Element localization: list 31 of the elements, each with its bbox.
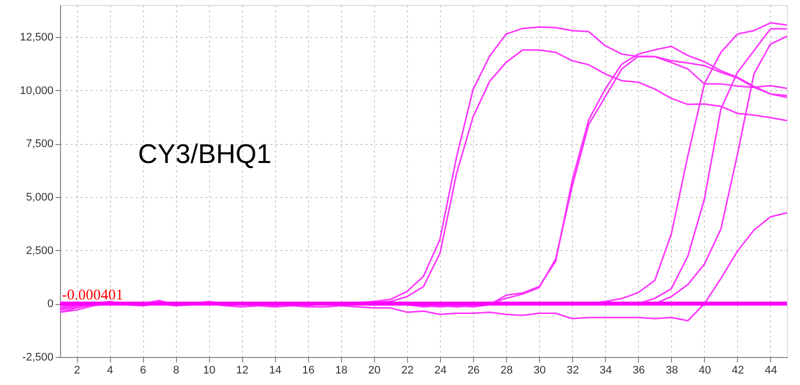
x-tick-label: 4 [107,364,114,376]
x-tick-label: 28 [500,364,513,376]
ref-line-label: -0.000401 [62,288,124,304]
annotation: CY3/BHQ1 [138,139,272,169]
x-tick-label: 20 [368,364,381,376]
y-tick-label: -2,500 [22,352,54,364]
y-tick-label: 5,000 [26,192,54,204]
x-tick-label: 36 [632,364,645,376]
x-tick-label: 10 [203,364,216,376]
y-tick-label: 0 [47,298,54,310]
x-tick-label: 12 [236,364,248,376]
x-tick-label: 30 [534,364,546,376]
y-tick-label: 2,500 [26,244,54,257]
x-tick-label: 40 [698,364,712,376]
x-tick-label: 22 [401,364,414,376]
x-tick-label: 2 [74,364,80,376]
y-tick-label: 7,500 [26,138,54,150]
y-tick-label: 12,500 [20,32,54,44]
x-tick-label: 24 [434,364,447,376]
y-tick-label: 10,000 [20,84,54,97]
x-tick-label: 14 [269,364,282,376]
x-tick-label: 44 [764,364,778,376]
x-tick-label: 8 [173,364,180,376]
x-tick-label: 38 [666,364,678,376]
x-tick-label: 32 [566,364,579,376]
x-tick-label: 34 [600,364,612,376]
x-tick-label: 6 [140,364,146,376]
x-tick-label: 26 [467,364,480,376]
x-tick-label: 16 [302,364,314,376]
x-tick-label: 42 [732,364,744,376]
x-tick-label: 18 [335,364,348,376]
